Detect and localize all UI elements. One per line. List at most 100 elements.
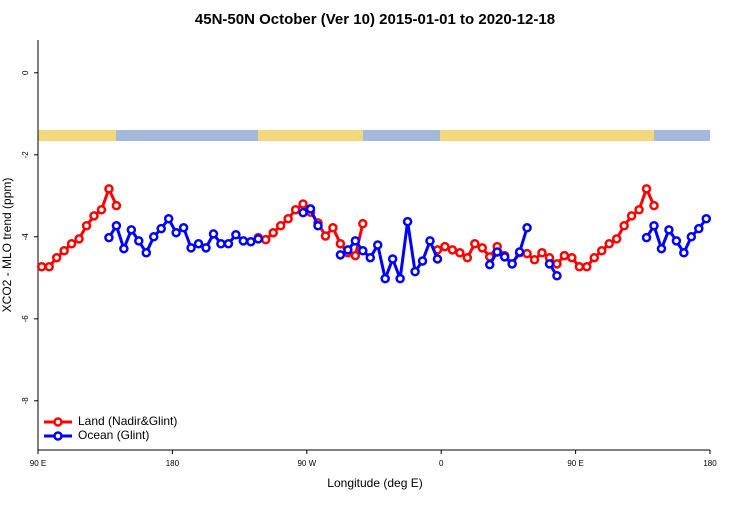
data-point (59, 245, 69, 256)
data-point (104, 184, 114, 194)
data-point (544, 259, 555, 269)
data-point (425, 236, 435, 246)
data-point (686, 232, 697, 242)
data-point (641, 232, 652, 243)
data-point (66, 239, 77, 249)
legend-label: Ocean (Glint) (78, 428, 149, 442)
legend-marker (53, 417, 63, 427)
data-point (74, 234, 84, 244)
data-point (671, 236, 682, 246)
data-point (484, 259, 495, 270)
data-point (171, 227, 181, 238)
data-point (275, 220, 286, 231)
data-point (111, 200, 122, 211)
land-strip (258, 130, 363, 141)
data-point (111, 220, 122, 231)
data-point (208, 229, 219, 239)
data-point (231, 230, 241, 240)
y-axis-label: XCO2 - MLO trend (ppm) (0, 178, 14, 313)
data-point (223, 239, 234, 249)
data-point (552, 271, 562, 281)
data-point (470, 239, 480, 249)
data-point (350, 250, 361, 261)
data-point (268, 227, 278, 238)
data-point (402, 216, 413, 227)
x-axis-label: Longitude (deg E) (327, 476, 422, 490)
y-tick-label: 0 (21, 70, 30, 75)
data-point (320, 231, 331, 241)
data-point (253, 234, 264, 244)
data-point (582, 261, 592, 272)
data-point (395, 273, 405, 284)
data-point (246, 236, 256, 247)
data-point (619, 220, 629, 231)
data-point (298, 207, 308, 218)
data-point (335, 250, 346, 260)
data-point (387, 254, 398, 264)
data-point (656, 243, 667, 254)
data-point (641, 184, 652, 194)
data-point (178, 223, 189, 233)
x-tick-label: 0 (439, 459, 444, 468)
data-point (604, 239, 614, 249)
data-point (350, 236, 361, 246)
legend-label: Land (Nadir&Glint) (78, 414, 177, 428)
data-point (148, 232, 159, 242)
y-tick-label: -8 (21, 397, 30, 405)
data-point (119, 243, 129, 254)
legend-marker (53, 431, 63, 441)
data-point (89, 211, 99, 221)
data-point (611, 234, 622, 244)
y-tick-label: -4 (21, 233, 30, 241)
data-point (81, 220, 92, 231)
data-point (365, 252, 376, 263)
data-point (514, 247, 525, 257)
data-point (567, 252, 577, 263)
data-point (499, 252, 510, 262)
data-point (335, 239, 346, 249)
data-point (216, 239, 226, 249)
data-point (529, 255, 540, 265)
data-point (522, 248, 532, 259)
land-strip (38, 130, 116, 141)
x-tick-label: 180 (703, 459, 717, 468)
data-point (552, 259, 562, 269)
x-tick-label: 90 E (30, 459, 46, 468)
data-point (134, 236, 144, 246)
data-point (163, 214, 174, 224)
y-tick-label: -2 (21, 151, 30, 159)
data-point (634, 204, 644, 215)
data-point (462, 252, 473, 263)
data-point (372, 240, 383, 250)
x-tick-label: 90 E (567, 459, 583, 468)
data-point (283, 214, 293, 224)
data-point (36, 261, 47, 272)
data-point (649, 200, 659, 211)
data-point (156, 223, 166, 234)
data-point (193, 239, 204, 249)
data-point (44, 261, 54, 272)
data-point (626, 211, 637, 221)
data-point (537, 248, 547, 258)
data-point (410, 266, 420, 277)
data-point (343, 245, 353, 255)
data-point (104, 232, 114, 243)
land-strip (440, 130, 654, 141)
data-point (186, 243, 196, 253)
data-point (260, 234, 271, 245)
data-point (290, 204, 301, 215)
x-tick-label: 180 (166, 459, 180, 468)
data-point (305, 204, 316, 214)
land-ocean-strip (38, 130, 710, 141)
data-point (477, 243, 488, 253)
data-point (358, 218, 368, 229)
data-point (649, 220, 659, 231)
data-point (298, 199, 308, 209)
data-point (522, 223, 532, 233)
data-point (507, 259, 517, 269)
data-point (432, 254, 443, 264)
data-point (574, 261, 585, 272)
chart-title: 45N-50N October (Ver 10) 2015-01-01 to 2… (195, 11, 555, 28)
